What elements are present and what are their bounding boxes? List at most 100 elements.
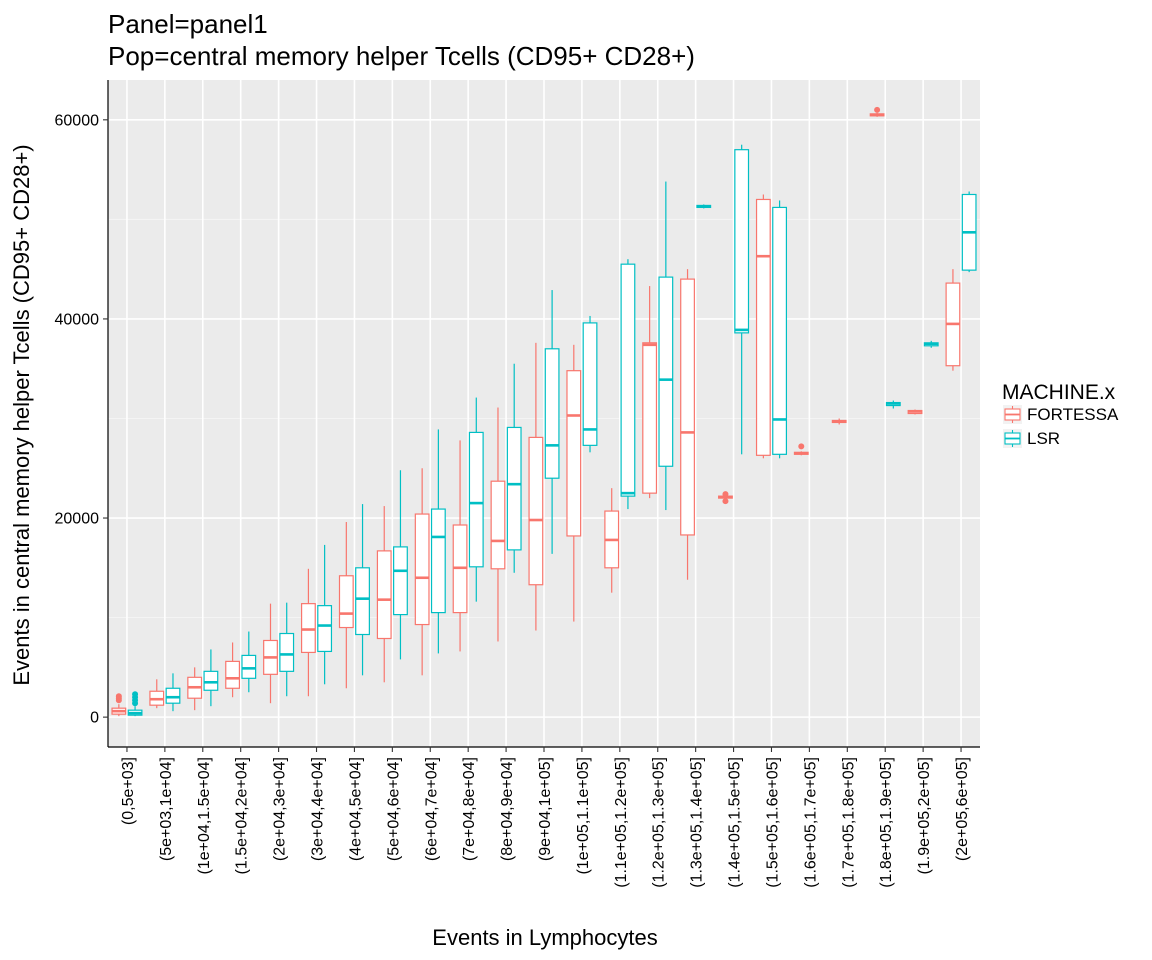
box-lsr-20 xyxy=(885,400,901,409)
box-lsr-9 xyxy=(468,397,484,602)
x-tick-label: (4e+04,5e+04] xyxy=(347,757,364,861)
box-fortessa-7 xyxy=(376,506,392,683)
y-tick-label: 0 xyxy=(90,710,99,727)
x-tick-label: (1e+04,1.5e+04] xyxy=(196,757,213,874)
x-tick-label: (8e+04,9e+04] xyxy=(499,757,516,861)
x-tick-label: (7e+04,8e+04] xyxy=(461,757,478,861)
box-lsr-6 xyxy=(355,504,370,676)
x-tick-label: (1.6e+05,1.7e+05] xyxy=(802,757,819,888)
box-iqr xyxy=(620,263,636,497)
legend-item-fortessa: FORTESSA xyxy=(1003,405,1119,424)
x-tick-label: (9e+04,1e+05] xyxy=(537,757,554,861)
box-iqr xyxy=(772,206,788,455)
x-tick-label: (1.5e+04,2e+04] xyxy=(234,757,251,874)
box-fortessa-18 xyxy=(793,443,809,456)
legend-label: LSR xyxy=(1027,429,1060,448)
y-tick-label: 60000 xyxy=(55,112,100,129)
box-lsr-4 xyxy=(279,602,295,697)
x-tick-label: (1.9e+05,2e+05] xyxy=(916,757,933,874)
box-iqr xyxy=(165,687,181,704)
x-tick-label: (2e+04,3e+04] xyxy=(272,757,289,861)
box-iqr xyxy=(203,670,219,691)
box-fortessa-19 xyxy=(831,418,847,425)
box-iqr xyxy=(279,632,295,672)
box-lsr-7 xyxy=(393,470,408,660)
box-fortessa-11 xyxy=(528,342,544,631)
box-iqr xyxy=(468,431,484,568)
box-iqr xyxy=(755,198,771,456)
x-tick-label: (1.8e+05,1.9e+05] xyxy=(878,757,895,888)
outlier-point xyxy=(798,443,805,450)
box-lsr-10 xyxy=(506,363,522,573)
box-fortessa-12 xyxy=(566,344,582,622)
box-fortessa-5 xyxy=(300,568,316,697)
x-tick-label: (5e+04,6e+04] xyxy=(385,757,402,861)
box-iqr xyxy=(317,605,333,653)
box-fortessa-0 xyxy=(111,693,127,717)
x-tick-label: (1e+05,1.1e+05] xyxy=(575,757,592,874)
box-fortessa-2 xyxy=(187,667,203,711)
chart-title-line-1: Panel=panel1 xyxy=(108,9,268,39)
box-iqr xyxy=(490,480,506,570)
box-iqr xyxy=(225,660,241,689)
box-fortessa-14 xyxy=(642,286,658,499)
x-tick-label: (1.2e+05,1.3e+05] xyxy=(651,757,668,888)
legend-items: FORTESSA LSR xyxy=(1003,405,1119,448)
legend-label: FORTESSA xyxy=(1027,405,1119,424)
box-fortessa-22 xyxy=(945,269,961,371)
box-iqr xyxy=(355,567,370,636)
legend-title: MACHINE.x xyxy=(1002,381,1116,404)
legend: MACHINE.x FORTESSA LSR xyxy=(1002,381,1119,448)
box-iqr xyxy=(241,654,257,679)
chart-title-line-2: Pop=central memory helper Tcells (CD95+ … xyxy=(108,41,695,71)
box-fortessa-9 xyxy=(452,440,468,652)
box-iqr xyxy=(734,149,750,334)
box-fortessa-15 xyxy=(680,269,695,580)
x-tick-label: (5e+03,1e+04] xyxy=(158,757,175,861)
box-lsr-5 xyxy=(317,544,333,685)
outlier-point xyxy=(132,691,139,698)
x-tick-label: (6e+04,7e+04] xyxy=(423,757,440,861)
x-ticks: (0,5e+03] (5e+03,1e+04] (1e+04,1.5e+04] (1.… xyxy=(120,747,971,888)
box-iqr xyxy=(680,278,695,536)
x-tick-label: (1.7e+05,1.8e+05] xyxy=(840,757,857,888)
x-tick-label: (1.1e+05,1.2e+05] xyxy=(613,757,630,888)
y-axis-title: Events in central memory helper Tcells (… xyxy=(9,144,34,685)
box-lsr-8 xyxy=(430,429,446,654)
box-fortessa-17 xyxy=(755,194,771,459)
outlier-point xyxy=(115,693,122,700)
y-tick-label: 40000 xyxy=(55,311,100,328)
box-fortessa-1 xyxy=(149,679,165,709)
x-tick-label: (1.5e+05,1.6e+05] xyxy=(764,757,781,888)
x-tick-label: (3e+04,4e+04] xyxy=(310,757,327,861)
y-ticks: 0 20000 40000 60000 xyxy=(55,112,108,727)
box-lsr-1 xyxy=(165,673,181,712)
box-iqr xyxy=(566,370,582,537)
box-iqr xyxy=(393,546,408,616)
outlier-point xyxy=(874,106,881,113)
x-tick-label: (0,5e+03] xyxy=(120,757,137,825)
legend-item-lsr: LSR xyxy=(1003,429,1060,448)
box-fortessa-10 xyxy=(490,407,506,642)
box-fortessa-13 xyxy=(604,488,620,593)
box-layer xyxy=(111,106,977,717)
y-tick-label: 20000 xyxy=(55,511,100,528)
outlier-point xyxy=(722,498,729,505)
box-lsr-15 xyxy=(696,204,712,209)
box-iqr xyxy=(658,276,674,467)
box-fortessa-21 xyxy=(907,409,923,415)
box-iqr xyxy=(430,508,446,614)
box-iqr xyxy=(582,322,598,446)
grid-lines xyxy=(108,80,980,747)
box-lsr-14 xyxy=(658,181,674,511)
box-lsr-2 xyxy=(203,649,219,707)
box-fortessa-4 xyxy=(263,603,278,704)
x-tick-label: (1.3e+05,1.4e+05] xyxy=(689,757,706,888)
box-fortessa-3 xyxy=(225,642,241,698)
outlier-point xyxy=(722,491,729,498)
x-tick-label: (2e+05,6e+05] xyxy=(954,757,971,861)
box-iqr xyxy=(544,348,560,479)
box-iqr xyxy=(528,436,544,586)
x-tick-label: (1.4e+05,1.5e+05] xyxy=(727,757,744,888)
